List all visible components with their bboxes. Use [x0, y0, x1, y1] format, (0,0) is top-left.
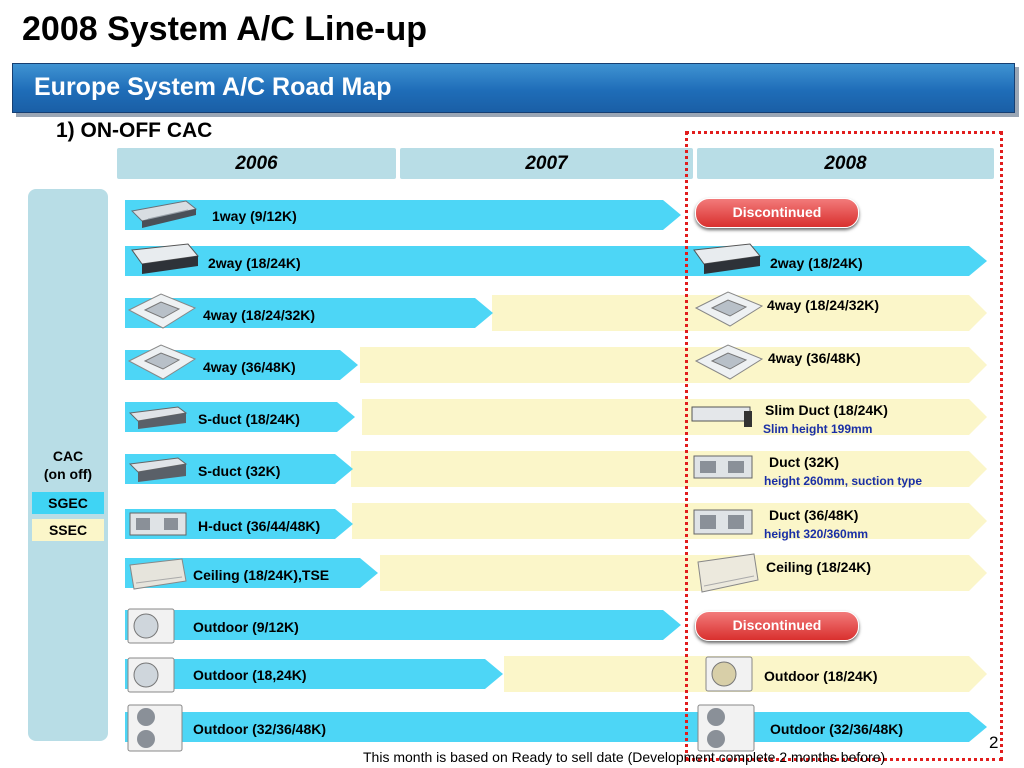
category-label-line1: CAC [52, 448, 84, 464]
row-label-4way-small: 4way (18/24/32K) [203, 307, 316, 323]
category-label-line2: (on off) [43, 466, 93, 482]
roadmap-ssec-bar-sduct-small [362, 399, 987, 435]
discontinued-badge: Discontinued [695, 611, 859, 641]
row-label-2way: 2way (18/24K) [208, 255, 301, 271]
roadmap-bar-outdoor-small [125, 610, 681, 640]
outdoor-unit-icon [705, 656, 753, 692]
outdoor-unit-icon [127, 657, 175, 693]
footer-note: This month is based on Ready to sell dat… [363, 749, 886, 765]
row-label-outdoor-mid: Outdoor (18,24K) [193, 667, 307, 683]
cassette-4way-icon [127, 344, 197, 380]
outdoor-double-fan-icon [127, 704, 183, 752]
outdoor-unit-icon [127, 608, 175, 644]
year-header-2006: 2006 [117, 148, 396, 179]
row-label-sduct-large: S-duct (32K) [198, 463, 281, 479]
roadmap-ssec-bar-sduct-large [351, 451, 987, 487]
category-panel [28, 189, 108, 741]
row-label-ceiling: Ceiling (18/24K),TSE [193, 567, 330, 583]
row-label-duct-36-2008: Duct (36/48K) [769, 507, 859, 523]
row-label-duct-32-2008: Duct (32K) [769, 454, 840, 470]
banner-subtitle: Europe System A/C Road Map [34, 73, 392, 101]
ceiling-unit-icon [129, 558, 187, 590]
row-label-hduct: H-duct (36/44/48K) [198, 518, 321, 534]
row-label-4way-large-2008: 4way (36/48K) [768, 350, 861, 366]
row-note-duct-36: height 320/360mm [764, 527, 869, 541]
duct-slim-icon [128, 457, 188, 482]
row-label-ceiling-2008: Ceiling (18/24K) [766, 559, 872, 575]
row-label-sduct-small: S-duct (18/24K) [198, 411, 300, 427]
page-number: 2 [989, 733, 999, 752]
row-label-slim-duct-2008: Slim Duct (18/24K) [765, 402, 888, 418]
page-title: 2008 System A/C Line-up [22, 10, 427, 48]
roadmap-ssec-bar-4way-large [360, 347, 987, 383]
duct-icon [129, 512, 187, 536]
roadmap-bar-outdoor-mid [125, 659, 503, 689]
row-label-2way-2008: 2way (18/24K) [770, 255, 863, 271]
duct-slim-icon [691, 406, 752, 427]
roadmap-bar-2way [125, 246, 987, 276]
cassette-2way-icon [693, 243, 761, 274]
category-label: CAC (on off) [28, 447, 108, 483]
row-label-4way-large: 4way (36/48K) [203, 359, 296, 375]
cassette-4way-icon [694, 291, 764, 327]
cassette-4way-icon [127, 293, 197, 329]
row-note-slim-duct: Slim height 199mm [763, 422, 873, 436]
legend-ssec: SSEC [32, 519, 104, 541]
highlight-2008-frame [685, 131, 1003, 761]
year-header-2008: 2008 [697, 148, 994, 179]
cassette-2way-icon [131, 243, 199, 274]
row-label-1way: 1way (9/12K) [212, 208, 297, 224]
row-label-outdoor-mid-2008: Outdoor (18/24K) [764, 668, 878, 684]
duct-slim-icon [128, 406, 188, 429]
cassette-4way-icon [694, 344, 764, 380]
row-label-outdoor-small: Outdoor (9/12K) [193, 619, 299, 635]
row-note-duct-32: height 260mm, suction type [764, 474, 923, 488]
duct-icon [693, 455, 753, 479]
row-label-outdoor-large-2008: Outdoor (32/36/48K) [770, 721, 904, 737]
row-label-outdoor-large: Outdoor (32/36/48K) [193, 721, 327, 737]
discontinued-badge: Discontinued [695, 198, 859, 228]
cassette-1way-icon [130, 200, 198, 228]
outdoor-double-fan-icon [697, 704, 755, 752]
legend-sgec: SGEC [32, 492, 104, 514]
roadmap-bar-1way [125, 200, 681, 230]
duct-icon [693, 509, 753, 535]
roadmap-ssec-bar-ceiling [380, 555, 987, 591]
roadmap-bar-outdoor-large [125, 712, 987, 742]
ceiling-unit-icon [697, 553, 759, 593]
section-banner [12, 63, 1015, 113]
roadmap-ssec-bar-hduct [352, 503, 987, 539]
row-label-4way-small-2008: 4way (18/24/32K) [767, 297, 880, 313]
year-header-2007: 2007 [400, 148, 693, 179]
section-heading: 1) ON-OFF CAC [56, 119, 213, 142]
